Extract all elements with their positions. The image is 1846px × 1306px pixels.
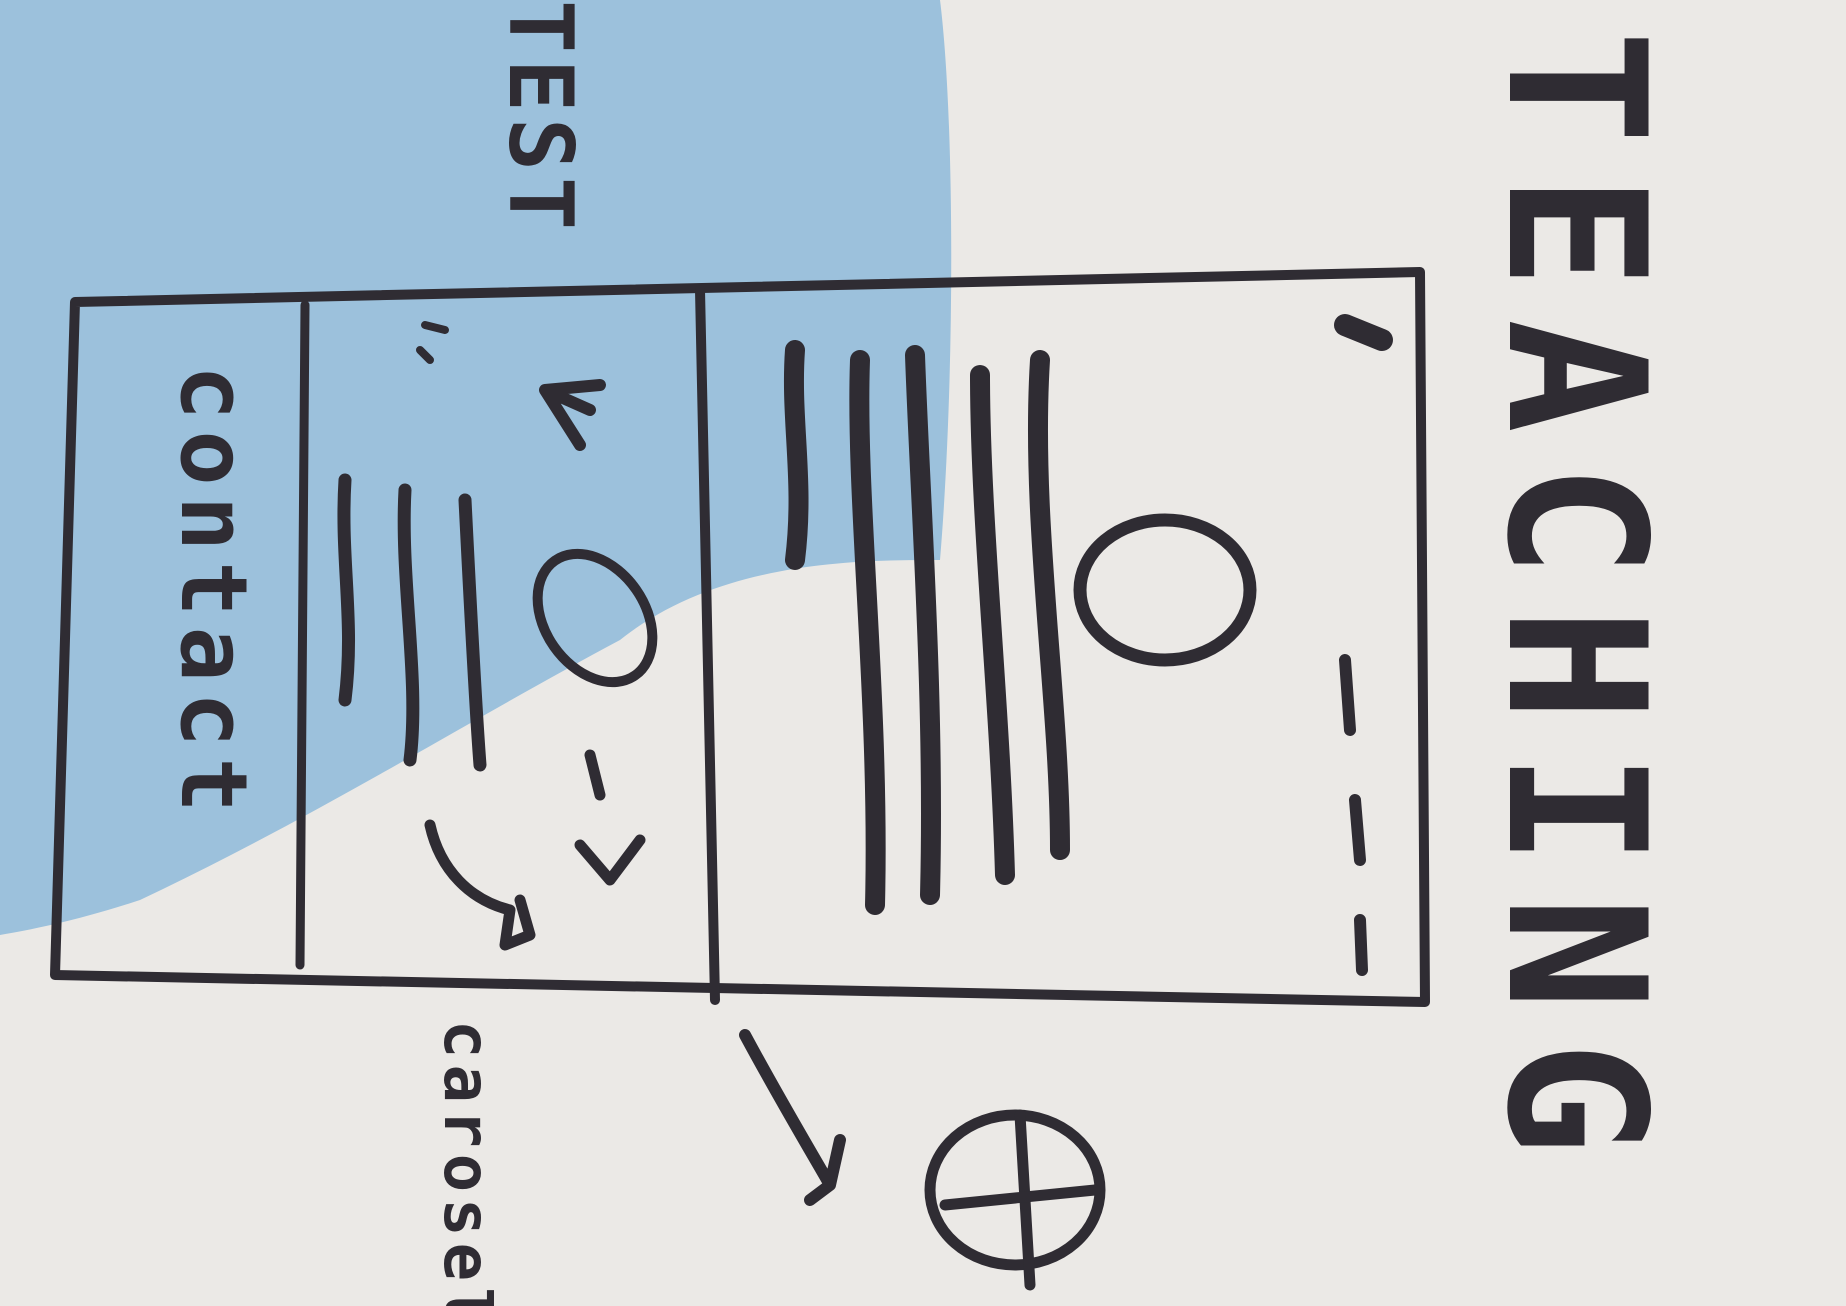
hero-text-line <box>783 340 809 570</box>
swipe-arrow-icon <box>424 819 536 951</box>
avatar-circle <box>532 548 658 688</box>
dot-icon <box>1334 314 1393 351</box>
page-frame <box>50 267 1430 1007</box>
left-arrow-icon[interactable] <box>539 379 606 451</box>
hero-dash-1 <box>1339 654 1356 736</box>
arrow-icon <box>739 1029 846 1206</box>
divider-lower <box>295 300 310 970</box>
scribble-mark <box>416 321 449 364</box>
testimonial-text-line <box>337 473 356 707</box>
hero-text-line <box>1027 350 1070 860</box>
right-arrow-icon[interactable] <box>574 749 646 886</box>
hero-dash-2 <box>1349 794 1366 866</box>
divider-upper <box>695 285 720 1005</box>
testimonial-text-line <box>397 483 420 767</box>
hero-text-line <box>970 365 1015 885</box>
test-label: TEST <box>489 0 592 236</box>
carousel-label: carosel <box>429 1020 503 1306</box>
testimonial-text-line <box>458 493 487 772</box>
contact-label: contact <box>160 365 267 823</box>
blue-wash <box>0 0 952 935</box>
circle-icon <box>1073 513 1257 667</box>
plus-horizontal <box>939 1184 1101 1211</box>
hero-dash-3 <box>1354 914 1368 976</box>
hero-text-line <box>849 350 886 915</box>
page-title: TEACHING <box>1465 30 1686 1185</box>
hero-text-line <box>905 345 941 905</box>
